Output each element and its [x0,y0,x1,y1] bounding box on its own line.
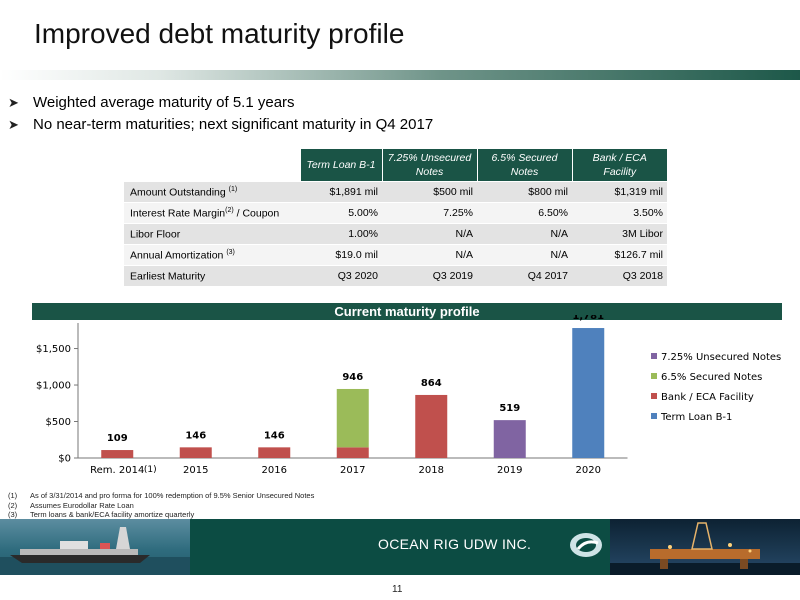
legend-swatch [651,353,657,359]
table-row: Annual Amortization (3) $19.0 mil N/A N/… [124,244,667,266]
drillship-image [0,519,190,575]
table-cell: Q4 2017 [477,265,572,286]
table-header-blank [124,149,300,182]
table-column-header: Bank / ECA Facility [571,149,667,182]
page-number: 11 [392,584,403,595]
table-cell: 3.50% [572,202,667,224]
y-tick-label: $0 [58,454,71,465]
footnotes: (1) As of 3/31/2014 and pro forma for 100… [8,491,314,520]
table-cell: N/A [477,244,572,266]
maturity-profile-chart: $0 $500 $1,000 $1,500 109 Rem. 2014 (1) 146 2015… [36,315,781,476]
table-cell: $1,891 mil [300,181,382,203]
row-label: Amount Outstanding (1) [124,181,300,203]
bar-segment [101,450,134,458]
arrow-bullet-icon: ➤ [8,95,19,110]
row-label: Earliest Maturity [124,265,300,286]
x-tick-label: 2015 [183,465,208,476]
legend-swatch [651,393,657,399]
y-tick-label: $500 [46,417,71,428]
bullet-list: ➤ Weighted average maturity of 5.1 years… [8,92,433,136]
legend-label: Term Loan B-1 [660,412,732,423]
table-cell: $19.0 mil [300,244,382,266]
bullet-text: No near-term maturities; next significan… [33,116,434,133]
y-tick-label: $1,500 [36,344,71,355]
legend-swatch [651,373,657,379]
bullet-text: Weighted average maturity of 5.1 years [33,94,295,111]
table-column-header: 6.5% Secured Notes [476,149,572,182]
table-cell: Q3 2019 [382,265,477,286]
data-label: 946 [342,372,363,383]
data-label: 146 [185,430,206,441]
debt-terms-table: Term Loan B-1 7.25% Unsecured Notes 6.5%… [124,149,667,286]
footnote: (3) Term loans & bank/ECA facility amorti… [8,510,195,519]
data-label: 1,781 [572,315,604,322]
footnote-ref: (3) [226,248,235,256]
bar-segment [336,447,369,458]
data-label: 146 [264,430,285,441]
footnote-ref: (1) [144,465,157,475]
oil-rig-image [610,519,800,575]
table-cell: $126.7 mil [572,244,667,266]
data-label: 864 [421,378,442,389]
table-cell: Q3 2018 [572,265,667,286]
company-name: OCEAN RIG UDW INC. [378,536,532,552]
table-cell: $1,319 mil [572,181,667,203]
footer-banner: OCEAN RIG UDW INC. [0,519,800,575]
row-label: Annual Amortization (3) [124,244,300,266]
bar-segment [179,447,212,458]
bar-segment [415,394,448,458]
legend-swatch [651,413,657,419]
arrow-bullet-icon: ➤ [8,117,19,132]
footnote-ref: (1) [228,185,238,193]
data-label: 519 [499,403,520,414]
table-header-row: Term Loan B-1 7.25% Unsecured Notes 6.5%… [124,149,667,182]
company-logo-icon [568,531,604,559]
table-row: Earliest Maturity Q3 2020 Q3 2019 Q4 201… [124,265,667,286]
x-tick-label: Rem. 2014 [90,465,144,476]
bullet-item: ➤ Weighted average maturity of 5.1 years [8,92,433,114]
bar-segment [336,388,369,448]
legend-label: Bank / ECA Facility [661,392,754,403]
table-column-header: 7.25% Unsecured Notes [381,149,477,182]
x-tick-label: 2020 [576,465,601,476]
row-label: Interest Rate Margin(2) / Coupon [124,202,300,224]
bullet-item: ➤ No near-term maturities; next signific… [8,114,433,136]
title-divider-bar [0,70,800,80]
legend-label: 7.25% Unsecured Notes [661,352,781,363]
table-cell: N/A [382,244,477,266]
bar-segment [572,328,605,458]
chart-section-header: Current maturity profile [32,303,782,320]
footnote-ref: (2) [225,206,234,214]
x-tick-label: 2019 [497,465,522,476]
slide-title: Improved debt maturity profile [34,18,405,49]
table-row: Libor Floor 1.00% N/A N/A 3M Libor [124,223,667,245]
table-cell: N/A [477,223,572,245]
table-cell: 5.00% [300,202,382,224]
table-cell: 1.00% [300,223,382,245]
table-row: Amount Outstanding (1) $1,891 mil $500 m… [124,181,667,203]
row-label: Libor Floor [124,223,300,245]
table-column-header: Term Loan B-1 [299,149,382,182]
table-cell: 6.50% [477,202,572,224]
x-tick-label: 2018 [419,465,444,476]
x-tick-label: 2017 [340,465,365,476]
table-cell: 3M Libor [572,223,667,245]
data-label: 109 [107,433,128,444]
bar-segment [258,447,291,458]
bar-segment [493,420,526,458]
table-row: Interest Rate Margin(2) / Coupon 5.00% 7… [124,202,667,224]
table-cell: $500 mil [382,181,477,203]
table-cell: 7.25% [382,202,477,224]
table-cell: N/A [382,223,477,245]
table-cell: $800 mil [477,181,572,203]
legend-label: 6.5% Secured Notes [661,372,762,383]
footnote: (2) Assumes Eurodollar Rate Loan [8,500,134,510]
footnote: (1) As of 3/31/2014 and pro forma for 100… [8,491,315,500]
x-tick-label: 2016 [262,465,287,476]
y-tick-label: $1,000 [36,381,71,392]
table-cell: Q3 2020 [300,265,382,286]
